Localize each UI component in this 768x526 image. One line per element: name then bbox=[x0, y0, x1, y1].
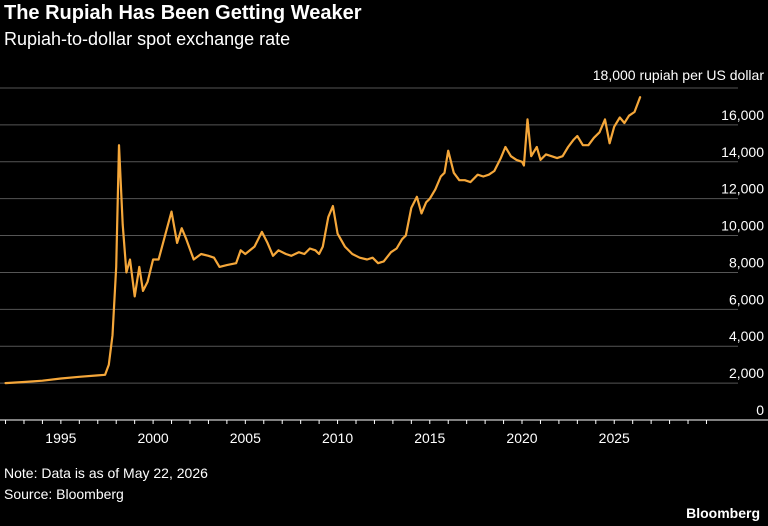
y-tick-label: 16,000 bbox=[721, 107, 764, 123]
x-tick-label: 2010 bbox=[322, 430, 353, 446]
y-tick-label: 10,000 bbox=[721, 218, 764, 234]
x-tick-label: 1995 bbox=[45, 430, 76, 446]
x-tick-label: 2020 bbox=[506, 430, 537, 446]
y-axis-unit-label: 18,000 rupiah per US dollar bbox=[593, 67, 765, 83]
chart-subtitle: Rupiah-to-dollar spot exchange rate bbox=[4, 29, 291, 49]
data-note: Note: Data is as of May 22, 2026 bbox=[4, 465, 208, 481]
x-tick-label: 2025 bbox=[599, 430, 630, 446]
y-tick-label: 6,000 bbox=[729, 291, 764, 307]
source-note: Source: Bloomberg bbox=[4, 486, 124, 502]
x-tick-label: 2005 bbox=[230, 430, 261, 446]
series-line bbox=[4, 96, 642, 385]
x-tick-label: 2000 bbox=[138, 430, 169, 446]
y-tick-label: 0 bbox=[756, 402, 764, 418]
y-tick-label: 2,000 bbox=[729, 365, 764, 381]
bloomberg-logo: Bloomberg bbox=[686, 505, 760, 521]
y-tick-label: 4,000 bbox=[729, 328, 764, 344]
y-tick-label: 12,000 bbox=[721, 181, 764, 197]
y-tick-label: 8,000 bbox=[729, 254, 764, 270]
chart-title: The Rupiah Has Been Getting Weaker bbox=[4, 2, 362, 24]
y-tick-label: 14,000 bbox=[721, 144, 764, 160]
x-tick-label: 2015 bbox=[414, 430, 445, 446]
